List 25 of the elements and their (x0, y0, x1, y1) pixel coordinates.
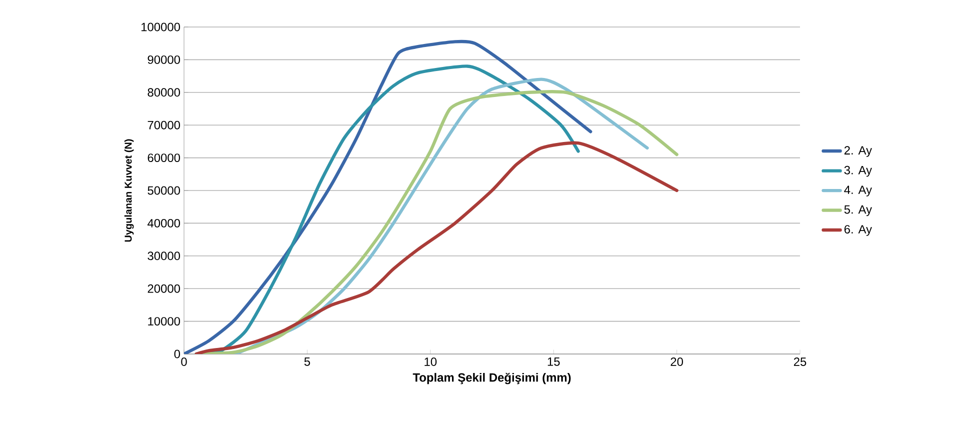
y-axis-title: Uygulanan Kuvvet (N) (124, 139, 134, 242)
line-series (194, 141, 678, 354)
legend-label: 2. Ay (844, 146, 872, 157)
x-tick-label: 10 (424, 358, 437, 366)
y-tick-label: 100000 (141, 22, 180, 32)
legend-label: 6. Ay (844, 225, 872, 236)
x-axis-title: Toplam Şekil Değişimi (mm) (412, 372, 571, 384)
x-tick-label: 25 (794, 358, 806, 366)
x-tick-label: 0 (181, 358, 187, 366)
y-tick-label: 70000 (148, 120, 180, 130)
legend-label: 5. Ay (844, 205, 872, 216)
y-tick-label: 80000 (148, 88, 180, 97)
y-tick-label: 20000 (148, 284, 180, 293)
y-tick-label: 40000 (148, 218, 180, 228)
y-tick-label: 10000 (148, 317, 180, 326)
y-tick-label: 50000 (148, 186, 180, 195)
y-tick-label: 30000 (148, 252, 180, 260)
legend-label: 3. Ay (844, 166, 872, 177)
y-tick-label: 60000 (148, 154, 180, 162)
x-tick-label: 5 (304, 358, 310, 366)
y-tick-label: 0 (174, 350, 180, 358)
y-tick-label: 90000 (148, 55, 180, 64)
x-tick-label: 20 (670, 358, 683, 366)
legend-label: 4. Ay (844, 186, 872, 196)
x-tick-label: 15 (548, 358, 560, 366)
